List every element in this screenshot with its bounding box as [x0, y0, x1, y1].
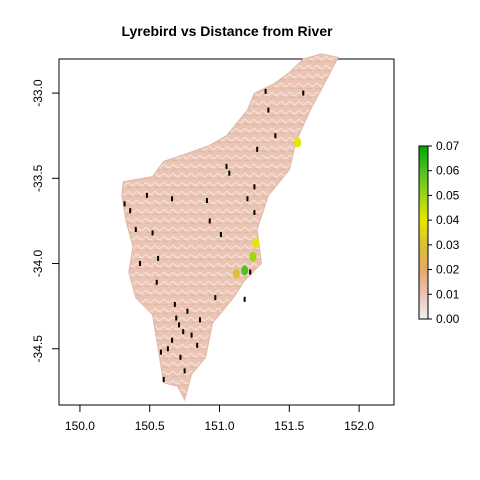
sighting-point	[256, 146, 259, 152]
sighting-point	[138, 261, 141, 267]
sighting-point	[183, 368, 186, 374]
sighting-point	[123, 201, 126, 207]
sighting-point	[198, 317, 201, 323]
legend-tick-label: 0.06	[436, 164, 460, 178]
sighting-point	[151, 230, 154, 236]
sighting-point	[219, 232, 222, 238]
legend-tick-label: 0.07	[436, 139, 460, 153]
sighting-point	[173, 301, 176, 307]
chart-title: Lyrebird vs Distance from River	[121, 23, 333, 39]
sighting-point	[243, 296, 246, 302]
y-axis: -33.0 -33.5 -34.0 -34.5	[31, 79, 59, 362]
sighting-point	[166, 346, 169, 352]
legend-tick-label: 0.02	[436, 263, 460, 277]
sighting-point	[253, 209, 256, 215]
sighting-point	[171, 196, 174, 202]
sighting-point	[178, 322, 181, 328]
hotspot-cell	[249, 251, 257, 262]
sighting-point	[171, 337, 174, 343]
x-tick-label: 151.5	[274, 419, 304, 433]
sighting-point	[246, 196, 249, 202]
x-tick-label: 150.0	[65, 419, 95, 433]
x-tick-label: 151.0	[205, 419, 235, 433]
sighting-point	[274, 133, 277, 139]
sighting-layer	[123, 88, 305, 382]
hotspot-cell	[241, 265, 249, 276]
plot-frame	[58, 58, 395, 406]
legend-tick-label: 0.01	[436, 287, 460, 301]
sighting-point	[186, 308, 189, 314]
sighting-point	[162, 376, 165, 382]
sighting-point	[205, 197, 208, 203]
legend-tick-label: 0.00	[436, 312, 460, 326]
y-tick-label: -33.0	[31, 79, 45, 107]
legend-bar	[418, 145, 429, 320]
y-tick-label: -33.5	[31, 164, 45, 192]
region-raster	[121, 53, 339, 402]
sighting-point	[179, 354, 182, 360]
sighting-point	[175, 315, 178, 321]
sighting-point	[159, 349, 162, 355]
sighting-point	[182, 329, 185, 335]
x-tick-label: 152.0	[344, 419, 374, 433]
hotspot-cell	[252, 238, 260, 249]
x-axis: 150.0 150.5 151.0 151.5 152.0	[65, 405, 374, 433]
sighting-point	[145, 192, 148, 198]
hotspot-layer	[232, 137, 302, 279]
x-tick-label: 150.5	[135, 419, 165, 433]
hotspot-cell	[232, 268, 240, 279]
sighting-point	[228, 170, 231, 176]
sighting-point	[157, 255, 160, 261]
sighting-point	[129, 208, 132, 214]
color-legend: 0.00 0.01 0.02 0.03 0.04 0.05 0.06 0.07	[418, 139, 460, 326]
sighting-point	[267, 107, 270, 113]
sighting-point	[249, 269, 252, 275]
legend-tick-label: 0.05	[436, 188, 460, 202]
sighting-point	[190, 332, 193, 338]
sighting-point	[155, 279, 158, 285]
sighting-point	[225, 163, 228, 169]
hotspot-cell	[294, 137, 302, 148]
legend-tick-label: 0.04	[436, 213, 460, 227]
sighting-point	[302, 90, 305, 96]
sighting-point	[214, 295, 217, 301]
sighting-point	[253, 184, 256, 190]
sighting-point	[264, 88, 267, 94]
sighting-point	[196, 342, 199, 348]
map-layer	[121, 53, 339, 402]
sighting-point	[208, 218, 211, 224]
y-tick-label: -34.5	[31, 335, 45, 363]
sighting-point	[134, 226, 137, 232]
y-tick-label: -34.0	[31, 250, 45, 278]
legend-tick-label: 0.03	[436, 238, 460, 252]
